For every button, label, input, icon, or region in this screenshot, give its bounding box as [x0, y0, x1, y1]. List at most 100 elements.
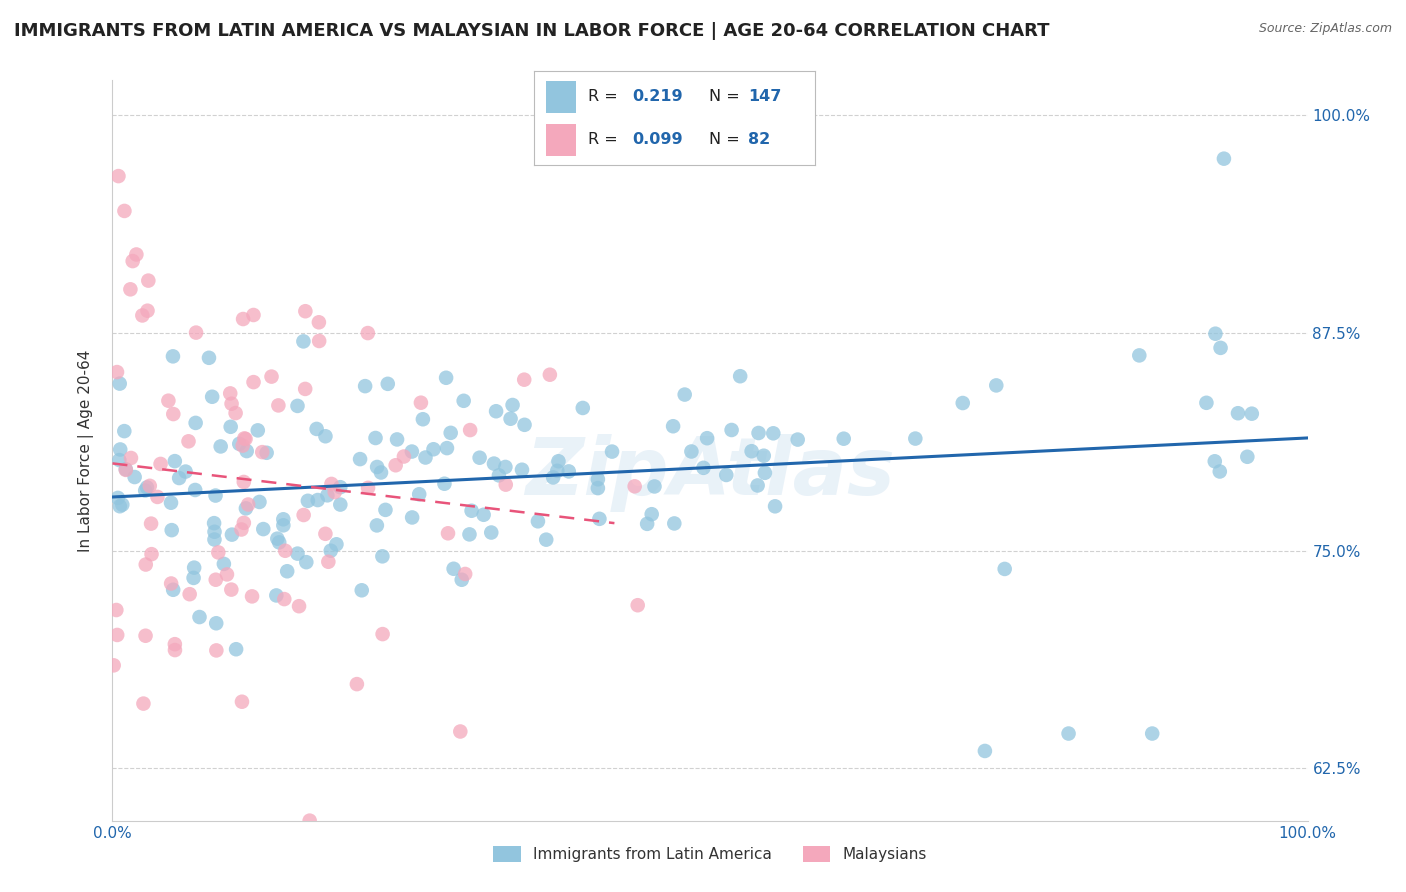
Point [374, 503, 396, 517]
Point [762, 426, 785, 441]
Point [513, 373, 536, 387]
Point [260, 369, 283, 384]
Point [586, 481, 609, 495]
Point [364, 431, 387, 445]
Point [232, 516, 254, 530]
Point [716, 467, 738, 482]
Point [458, 527, 481, 541]
Point [298, 814, 321, 828]
Bar [546, 124, 576, 156]
Point [131, 309, 153, 323]
Point [354, 379, 377, 393]
Point [246, 423, 269, 437]
Point [205, 616, 228, 631]
Point [232, 475, 254, 489]
Text: ZipAtlas: ZipAtlas [524, 434, 896, 512]
Point [1128, 348, 1150, 362]
Point [510, 463, 533, 477]
Point [202, 516, 225, 530]
Point [401, 444, 423, 458]
Point [994, 562, 1017, 576]
Point [204, 533, 226, 547]
Bar [546, 81, 576, 112]
Point [108, 376, 131, 391]
Point [204, 573, 226, 587]
Point [460, 504, 482, 518]
Point [107, 491, 129, 505]
Point [329, 480, 352, 494]
Point [184, 326, 207, 340]
Point [350, 583, 373, 598]
Point [125, 247, 148, 261]
Point [986, 378, 1008, 392]
Point [238, 498, 260, 512]
Point [135, 558, 157, 572]
Point [273, 512, 295, 526]
Point [209, 439, 232, 453]
Point [316, 488, 339, 502]
Point [112, 424, 135, 438]
Point [662, 419, 685, 434]
Point [292, 508, 315, 522]
Point [377, 376, 399, 391]
Point [111, 498, 134, 512]
Point [696, 431, 718, 445]
Text: 82: 82 [748, 132, 770, 147]
Point [139, 479, 162, 493]
Point [138, 274, 160, 288]
Point [204, 489, 226, 503]
Point [1213, 152, 1236, 166]
Point [1236, 450, 1258, 464]
Point [600, 444, 623, 458]
Point [225, 406, 247, 420]
Point [720, 423, 742, 437]
Point [346, 677, 368, 691]
Point [162, 582, 184, 597]
Point [114, 463, 136, 477]
Point [235, 501, 257, 516]
Point [221, 397, 243, 411]
Point [287, 399, 309, 413]
Point [415, 450, 437, 465]
Point [1209, 465, 1232, 479]
Point [494, 459, 516, 474]
Point [1209, 341, 1232, 355]
Point [292, 334, 315, 349]
Point [139, 516, 162, 531]
Point [266, 589, 288, 603]
Point [146, 490, 169, 504]
Point [295, 555, 318, 569]
Point [454, 566, 477, 581]
Point [534, 533, 557, 547]
Point [479, 525, 502, 540]
Point [231, 695, 253, 709]
Point [274, 543, 297, 558]
Point [184, 416, 207, 430]
Point [235, 444, 257, 458]
Point [120, 450, 142, 465]
Point [204, 524, 226, 539]
Point [225, 642, 247, 657]
Text: IMMIGRANTS FROM LATIN AMERICA VS MALAYSIAN IN LABOR FORCE | AGE 20-64 CORRELATIO: IMMIGRANTS FROM LATIN AMERICA VS MALAYSI… [14, 22, 1049, 40]
Point [747, 478, 769, 492]
Point [308, 334, 330, 348]
Point [499, 411, 522, 425]
Point [643, 479, 665, 493]
Point [124, 470, 146, 484]
Point [370, 466, 392, 480]
Point [207, 545, 229, 559]
Point [167, 471, 190, 485]
Point [212, 557, 235, 571]
Point [294, 304, 316, 318]
Point [108, 453, 131, 467]
Point [103, 658, 125, 673]
Point [752, 449, 775, 463]
Legend: Immigrants from Latin America, Malaysians: Immigrants from Latin America, Malaysian… [488, 840, 932, 869]
Point [588, 512, 610, 526]
Point [1142, 726, 1164, 740]
Point [472, 508, 495, 522]
Point [558, 464, 581, 478]
Point [692, 460, 714, 475]
Point [366, 518, 388, 533]
Point [108, 500, 131, 514]
